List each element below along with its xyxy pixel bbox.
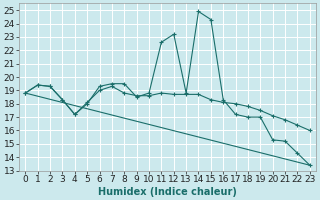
X-axis label: Humidex (Indice chaleur): Humidex (Indice chaleur) (98, 187, 237, 197)
